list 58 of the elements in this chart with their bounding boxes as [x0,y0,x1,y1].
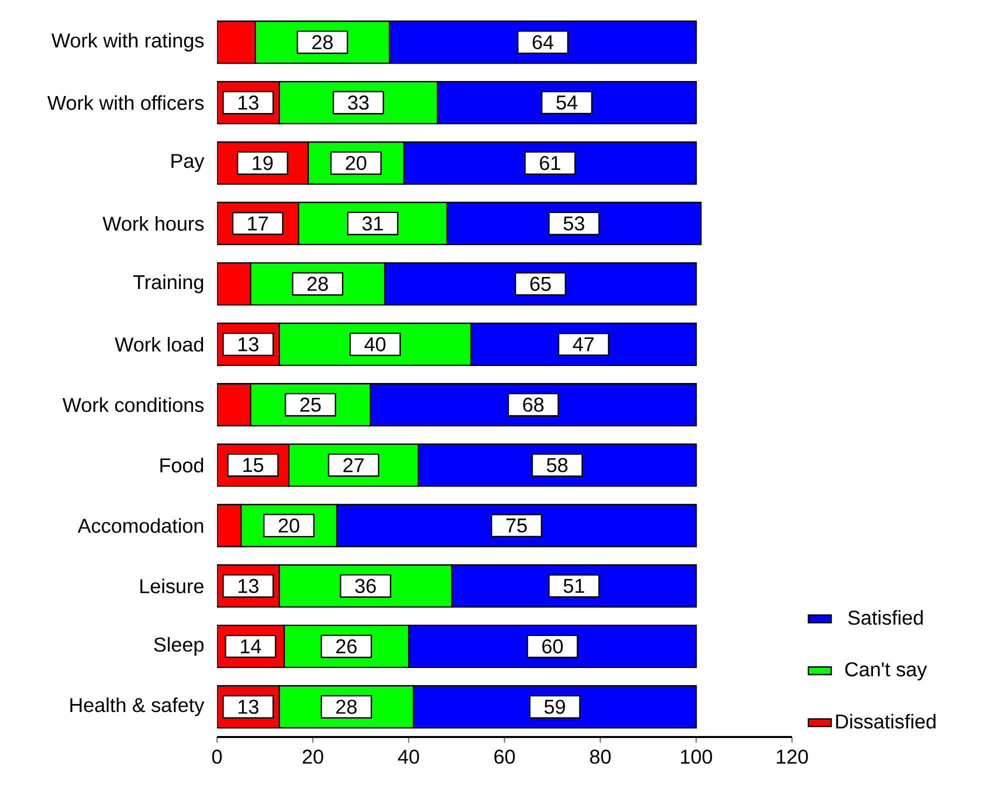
data-label: 14 [240,639,262,654]
data-label: 61 [540,156,560,170]
data-label: 58 [546,458,568,472]
data-label: 17 [248,216,268,230]
data-label: 65 [530,276,551,291]
data-label: 31 [362,216,383,231]
y-tick-label: Sleep [154,637,204,656]
data-label: 13 [238,337,258,352]
y-tick-label: Pay [172,154,204,172]
data-label: 15 [243,458,264,472]
bar [217,383,252,426]
data-label: 28 [312,35,333,50]
data-label: 68 [523,398,544,412]
data-label: 25 [300,398,321,412]
legend-label: Dissatisfied [836,714,936,729]
x-tick-label: 20 [302,750,324,764]
y-tick-label: Health & safety [70,697,204,716]
y-tick-label: Work with ratings [51,32,204,52]
data-label: 28 [336,700,357,714]
data-label: 27 [343,458,364,472]
data-label: 20 [346,156,366,170]
bar [217,262,252,306]
data-label: 19 [252,156,273,170]
data-label: 13 [238,700,258,714]
data-label: 13 [238,96,258,110]
x-tick-label: 40 [398,750,419,764]
data-label: 36 [355,578,376,594]
x-tick-label: 60 [494,750,515,764]
y-tick-label: Work with officers [47,95,204,110]
data-label: 13 [238,578,258,594]
data-label: 53 [564,216,584,231]
data-label: 60 [542,639,563,654]
data-label: 26 [336,639,357,654]
y-tick-label: Leisure [140,578,204,594]
y-tick-label: Work load [114,336,204,352]
data-label: 54 [556,96,578,110]
y-tick-label: Work conditions [62,397,204,412]
legend-label: Satisfied [848,610,923,625]
data-label: 47 [572,337,594,352]
data-label: 33 [348,96,369,110]
x-tick-label: 0 [212,750,222,764]
data-label: 75 [506,518,527,533]
y-tick-label: Training [133,274,204,294]
legend-label: Can't say [845,662,927,680]
data-label: 28 [308,276,328,291]
y-tick-label: Accomodation [78,518,204,533]
data-label: 20 [278,518,300,533]
y-tick-label: Work hours [102,216,204,231]
bar [217,20,256,64]
x-tick-label: 80 [590,750,611,764]
data-label: 64 [532,35,554,50]
x-tick-label: 100 [681,750,712,764]
data-label: 59 [544,700,565,714]
y-tick-label: Food [160,458,204,472]
data-label: 51 [564,578,584,593]
x-tick-label: 120 [776,750,808,764]
data-label: 40 [364,337,386,352]
bar [217,504,242,548]
